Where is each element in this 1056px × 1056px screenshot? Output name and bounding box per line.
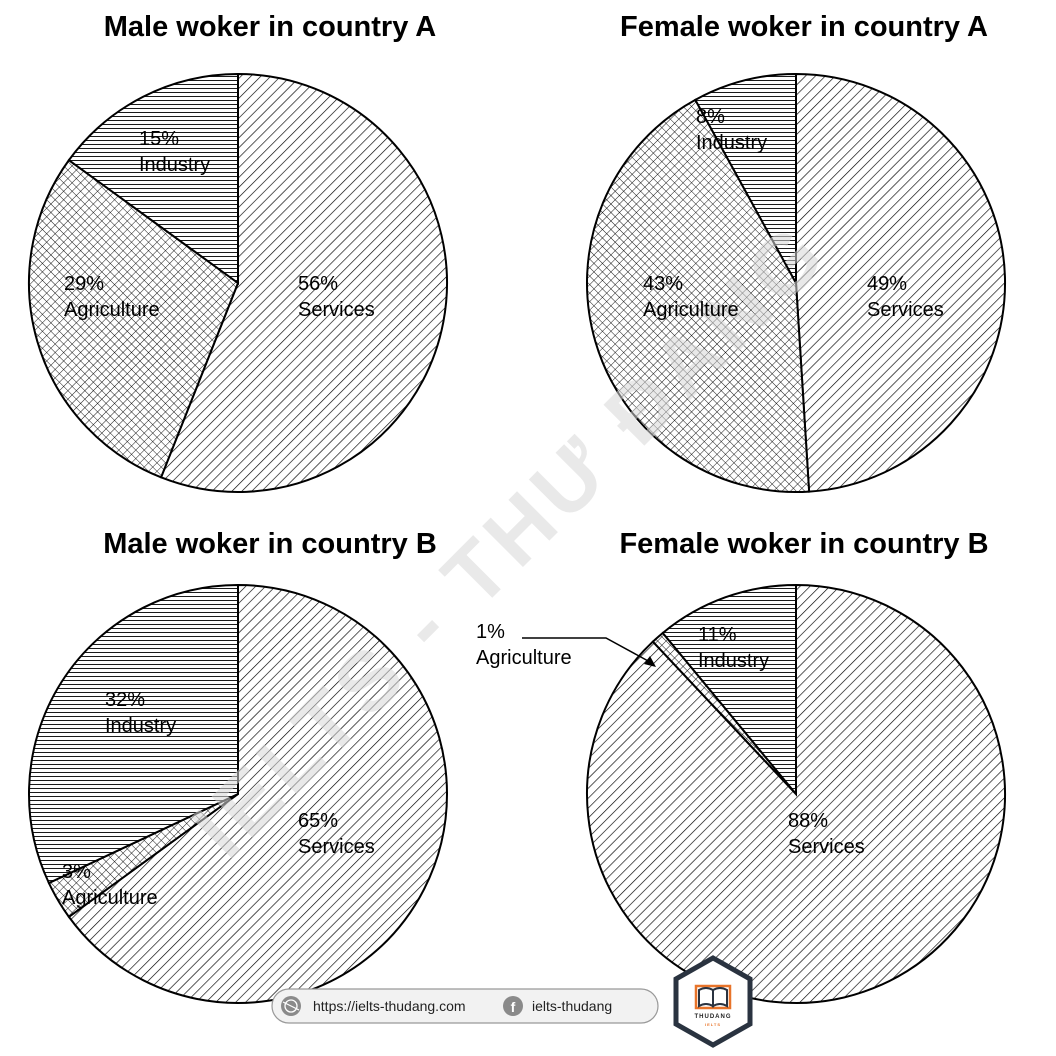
- slice-category-label: Services: [788, 836, 865, 858]
- pie-male-b: [28, 583, 448, 1004]
- slice-value-label: 56%: [298, 273, 338, 295]
- pie-slice-services: [586, 583, 1006, 1004]
- slice-category-label: Agriculture: [64, 299, 160, 321]
- pie-male-a: [28, 72, 448, 493]
- pie-slice-services: [159, 72, 448, 493]
- slice-category-label: Agriculture: [476, 647, 572, 669]
- pie-slice-industry: [693, 72, 797, 284]
- footer-pill: [271, 988, 659, 1024]
- slice-value-label: 65%: [298, 810, 338, 832]
- pie-female-b: [586, 583, 1006, 1004]
- chart-title-female-a: Female woker in country A: [620, 11, 988, 43]
- slice-value-label: 49%: [867, 273, 907, 295]
- slice-category-label: Industry: [696, 132, 767, 154]
- logo-subtext: IELTS: [705, 1022, 721, 1027]
- footer-bar: https://ielts-thudang.com f ielts-thudan…: [271, 988, 659, 1024]
- agriculture-callout: [522, 637, 656, 667]
- chart-title-female-b: Female woker in country B: [619, 528, 988, 560]
- slice-category-label: Services: [298, 299, 375, 321]
- chart-title-male-b: Male woker in country B: [103, 528, 437, 560]
- slice-value-label: 15%: [139, 128, 179, 150]
- slice-category-label: Services: [867, 299, 944, 321]
- slice-value-label: 1%: [476, 621, 505, 643]
- pie-slice-industry: [28, 583, 239, 885]
- brand-logo: THUDANG IELTS: [673, 955, 753, 1048]
- slice-category-label: Agriculture: [643, 299, 739, 321]
- slice-category-label: Industry: [105, 715, 176, 737]
- slice-labels: 56% Services 29% Agriculture 15% Industry 49% S…: [62, 106, 944, 909]
- website-link[interactable]: https://ielts-thudang.com: [313, 998, 466, 1014]
- pie-slice-agriculture: [586, 98, 811, 493]
- slice-value-label: 88%: [788, 810, 828, 832]
- slice-value-label: 11%: [698, 624, 737, 646]
- slice-value-label: 32%: [105, 689, 145, 711]
- pie-slice-services: [67, 583, 448, 1004]
- callout-leader-line: [522, 637, 651, 663]
- website-icon: [281, 996, 301, 1016]
- svg-text:f: f: [511, 999, 516, 1015]
- slice-value-label: 8%: [696, 106, 725, 128]
- facebook-icon: f: [503, 996, 523, 1016]
- open-book-icon: [694, 984, 732, 1010]
- pie-female-a: [586, 72, 1006, 493]
- facebook-link[interactable]: ielts-thudang: [532, 998, 612, 1014]
- pie-slice-agriculture: [28, 158, 240, 479]
- slice-category-label: Services: [298, 836, 375, 858]
- pie-slice-services: [795, 72, 1006, 493]
- slice-category-label: Industry: [139, 154, 210, 176]
- slice-value-label: 29%: [64, 273, 104, 295]
- chart-title-male-a: Male woker in country A: [104, 11, 437, 43]
- slice-category-label: Agriculture: [62, 887, 158, 909]
- slice-value-label: 3%: [62, 861, 91, 883]
- slice-value-label: 43%: [643, 273, 683, 295]
- callout-arrowhead: [644, 656, 656, 667]
- pie-slice-industry: [661, 583, 797, 797]
- logo-wordmark: THUDANG: [695, 1014, 732, 1020]
- pie-slice-industry: [67, 72, 239, 285]
- slice-category-label: Industry: [698, 650, 769, 672]
